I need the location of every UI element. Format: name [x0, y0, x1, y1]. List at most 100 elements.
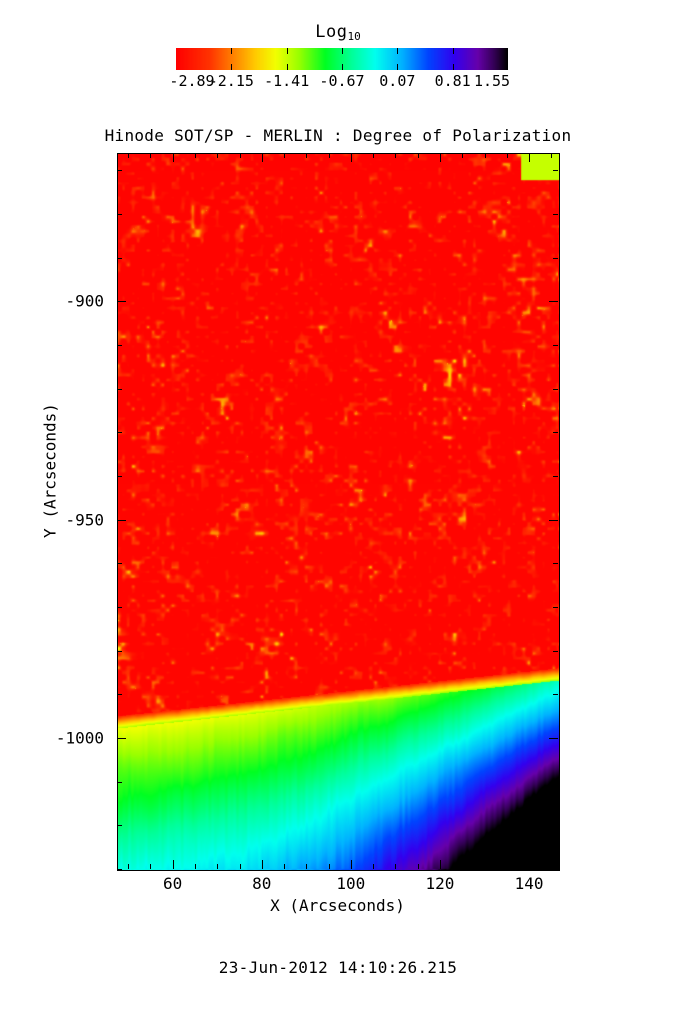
colorbar-tick-labels: -2.89 -2.15 -1.41 -0.67 0.07 0.81 1.55: [169, 72, 511, 92]
x-tick: [506, 864, 508, 869]
y-tick: [117, 869, 122, 870]
y-tick-right: [549, 519, 558, 521]
y-tick-right: [553, 388, 558, 390]
y-axis-tick-labels: -900 -950 -1000: [0, 153, 112, 869]
y-tick-right: [553, 825, 558, 827]
x-tick-label: 60: [163, 874, 183, 893]
plot-area: [117, 153, 560, 871]
x-tick: [306, 864, 308, 869]
y-tick: [117, 781, 122, 783]
y-tick: [117, 825, 122, 827]
y-tick: [117, 650, 122, 652]
y-axis-title: Y (Arcseconds): [40, 403, 60, 538]
y-tick: [117, 301, 126, 303]
x-tick: [350, 860, 352, 869]
x-tick: [373, 864, 375, 869]
x-tick: [150, 864, 152, 869]
y-tick-label: -1000: [55, 728, 104, 748]
x-tick-top: [439, 153, 441, 162]
x-tick: [284, 864, 286, 869]
x-tick: [194, 864, 196, 869]
colorbar-gradient: [176, 48, 508, 70]
colorbar-tick-label: -0.67: [319, 72, 365, 90]
x-tick-top: [350, 153, 352, 162]
x-axis-tick-labels: 60 80 100 120 140: [117, 874, 558, 894]
y-tick: [117, 257, 122, 259]
plot-title: Hinode SOT/SP - MERLIN : Degree of Polar…: [104, 126, 572, 145]
y-tick-label: -950: [65, 510, 104, 530]
y-tick-right: [549, 301, 558, 303]
colorbar-tick-label: 0.81: [434, 72, 471, 90]
x-tick-top: [217, 153, 219, 158]
y-tick-right: [553, 432, 558, 434]
x-tick-label: 80: [252, 874, 272, 893]
y-tick: [117, 476, 122, 478]
colorbar-title: Log10: [0, 22, 676, 43]
y-tick: [117, 388, 122, 390]
x-tick: [239, 864, 241, 869]
x-tick: [395, 864, 397, 869]
y-tick-right: [553, 476, 558, 478]
y-tick: [117, 694, 122, 696]
x-tick-top: [172, 153, 174, 162]
y-tick: [117, 519, 126, 521]
y-tick-right: [553, 781, 558, 783]
y-tick: [117, 170, 122, 172]
colorbar-tick-label: -2.15: [208, 72, 254, 90]
x-tick-top: [529, 153, 531, 162]
x-axis-title: X (Arcseconds): [270, 896, 405, 915]
y-tick-right: [553, 563, 558, 565]
x-tick-label: 120: [425, 874, 455, 893]
x-tick: [551, 864, 553, 869]
y-tick: [117, 432, 122, 434]
x-tick-top: [128, 153, 130, 158]
y-tick: [117, 345, 122, 347]
x-tick-top: [462, 153, 464, 158]
y-tick-right: [553, 607, 558, 609]
colorbar-tick-label: 0.07: [379, 72, 416, 90]
y-tick-right: [553, 214, 558, 216]
x-tick: [484, 864, 486, 869]
x-tick-top: [261, 153, 263, 162]
y-tick-right: [553, 345, 558, 347]
x-tick-top: [373, 153, 375, 158]
x-tick: [417, 864, 419, 869]
x-tick-top: [395, 153, 397, 158]
colorbar: [176, 48, 508, 70]
x-tick: [172, 860, 174, 869]
y-tick-label: -900: [65, 291, 104, 311]
y-tick-right: [553, 650, 558, 652]
y-tick-right: [553, 869, 558, 870]
y-tick: [117, 214, 122, 216]
y-tick-right: [553, 694, 558, 696]
x-tick: [462, 864, 464, 869]
timestamp-footer: 23-Jun-2012 14:10:26.215: [218, 958, 458, 977]
x-tick: [439, 860, 441, 869]
y-tick-right: [549, 738, 558, 740]
x-tick: [529, 860, 531, 869]
polarization-heatmap-image: [118, 154, 559, 870]
colorbar-tick-label: 1.55: [473, 72, 511, 90]
y-tick-right: [553, 170, 558, 172]
x-tick-top: [328, 153, 330, 158]
x-tick-top: [551, 153, 553, 158]
x-tick-top: [417, 153, 419, 158]
x-tick-label: 140: [514, 874, 544, 893]
y-tick: [117, 563, 122, 565]
x-tick: [217, 864, 219, 869]
x-tick-top: [150, 153, 152, 158]
colorbar-title-text: Log: [315, 22, 348, 42]
x-tick-top: [284, 153, 286, 158]
x-tick-label: 100: [336, 874, 366, 893]
x-tick-top: [194, 153, 196, 158]
x-tick-top: [306, 153, 308, 158]
y-tick: [117, 607, 122, 609]
x-tick-top: [506, 153, 508, 158]
colorbar-tick-label: -2.89: [169, 72, 215, 90]
colorbar-title-subscript: 10: [347, 30, 361, 43]
x-tick-top: [484, 153, 486, 158]
x-tick: [328, 864, 330, 869]
y-tick-right: [553, 257, 558, 259]
x-tick-top: [239, 153, 241, 158]
